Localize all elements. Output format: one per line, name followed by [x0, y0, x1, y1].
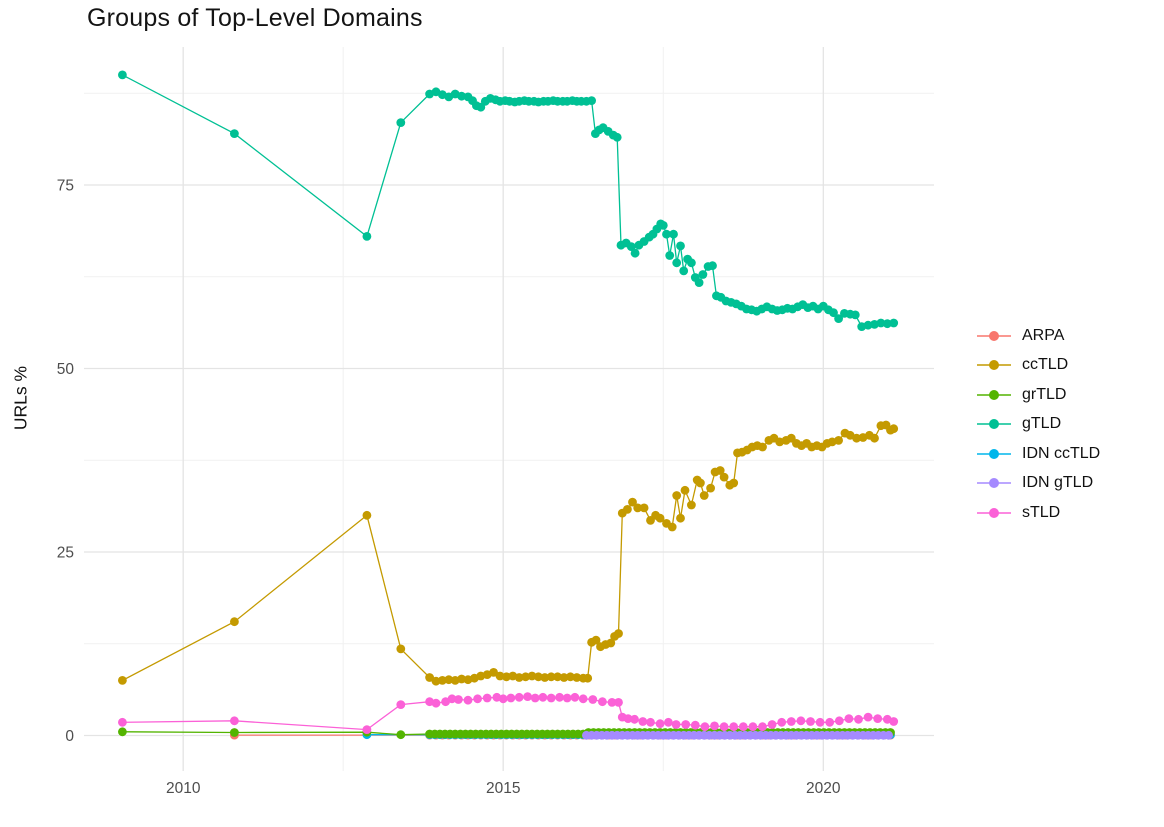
legend-item-idn-cctld: IDN ccTLD [976, 439, 1100, 469]
series-line-cctld [122, 424, 894, 682]
legend-label: sTLD [1022, 503, 1061, 521]
legend-item-cctld: ccTLD [976, 351, 1100, 381]
y-tick-label: 0 [65, 728, 74, 745]
legend-key-idn-cctld [977, 448, 1011, 459]
series-points-gtld [118, 70, 899, 331]
legend-label: ARPA [1022, 326, 1065, 344]
legend-key-cctld [977, 360, 1011, 371]
legend-label: IDN gTLD [1022, 474, 1094, 492]
x-tick-label: 2015 [486, 780, 520, 797]
legend-key-arpa [977, 330, 1011, 341]
series-points-stld [118, 692, 899, 734]
legend: ARPA ccTLD grTLD gTLD IDN ccTLD IDN gTLD sTLD [976, 321, 1100, 528]
series-line-gtld [122, 74, 894, 328]
chart-title: Groups of Top-Level Domains [87, 4, 423, 32]
series-points-idn-gtld [582, 730, 893, 740]
y-tick-label: 50 [57, 361, 75, 378]
legend-item-stld: sTLD [976, 498, 1100, 528]
legend-item-arpa: ARPA [976, 321, 1100, 351]
legend-item-idn-gtld: IDN gTLD [976, 469, 1100, 499]
x-tick-label: 2020 [806, 780, 841, 797]
legend-key-gtld [977, 419, 1011, 430]
legend-item-grtld: grTLD [976, 380, 1100, 410]
legend-label: gTLD [1022, 415, 1062, 433]
y-tick-label: 75 [57, 178, 74, 195]
x-tick-label: 2010 [166, 780, 201, 797]
legend-key-stld [977, 507, 1011, 518]
legend-label: IDN ccTLD [1022, 444, 1101, 462]
legend-key-grtld [977, 389, 1011, 400]
series-points-cctld [118, 420, 899, 686]
legend-key-idn-gtld [977, 478, 1011, 489]
y-tick-label: 25 [57, 545, 74, 562]
legend-label: ccTLD [1022, 356, 1069, 374]
legend-item-gtld: gTLD [976, 410, 1100, 440]
legend-label: grTLD [1022, 385, 1067, 403]
